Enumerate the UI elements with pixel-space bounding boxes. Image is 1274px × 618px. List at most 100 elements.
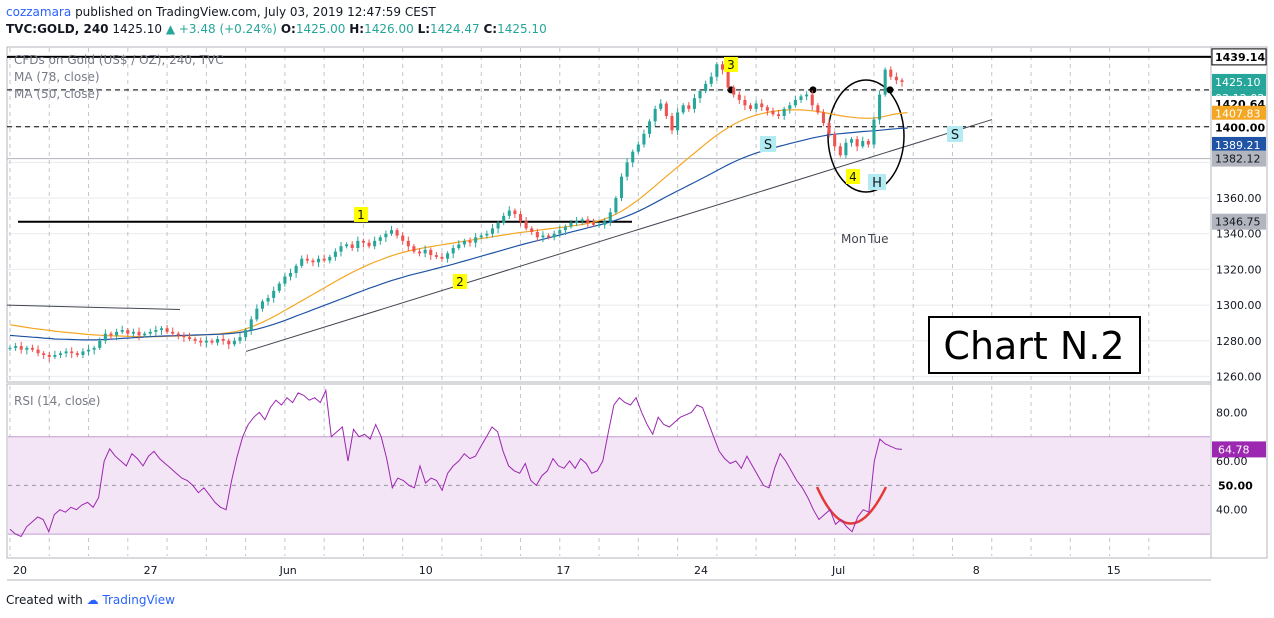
candle-body bbox=[866, 140, 870, 145]
candle-body bbox=[137, 331, 141, 336]
candle-body bbox=[524, 221, 528, 229]
candle bbox=[350, 241, 354, 252]
author-link[interactable]: cozzamara bbox=[6, 5, 72, 19]
candle bbox=[204, 336, 208, 348]
drawings bbox=[6, 55, 1211, 525]
candle-body bbox=[36, 349, 40, 354]
wave-label-3: 3 bbox=[724, 57, 738, 72]
low-label: L: bbox=[417, 22, 431, 36]
candle-body bbox=[373, 240, 377, 247]
price-tag-bg bbox=[1212, 119, 1266, 136]
candle-body bbox=[603, 221, 607, 225]
candle bbox=[490, 224, 494, 238]
candle bbox=[502, 212, 506, 226]
candle bbox=[743, 95, 747, 111]
candle-body bbox=[490, 228, 494, 234]
candle bbox=[120, 325, 124, 334]
candle bbox=[468, 237, 472, 247]
candle-body bbox=[401, 235, 405, 241]
candle-body bbox=[19, 346, 23, 350]
candle-body bbox=[547, 235, 551, 238]
time-tick-label: 24 bbox=[694, 564, 708, 577]
rsi-line bbox=[9, 388, 903, 538]
price-tag: 1439.14 bbox=[1211, 48, 1267, 66]
candle bbox=[446, 251, 450, 263]
tradingview-brand[interactable]: TradingView bbox=[102, 593, 175, 607]
candle-body bbox=[47, 355, 51, 357]
candle-body bbox=[204, 340, 208, 343]
candle bbox=[345, 242, 349, 249]
candle-body bbox=[25, 347, 29, 350]
candle bbox=[507, 206, 511, 219]
candle-body bbox=[513, 210, 517, 215]
candle bbox=[294, 263, 298, 278]
candle-body bbox=[642, 133, 646, 145]
price-tag: 1382.12 bbox=[1212, 150, 1266, 167]
candle-body bbox=[799, 96, 803, 100]
candle-body bbox=[883, 69, 887, 95]
candle-body bbox=[569, 223, 573, 227]
candle bbox=[709, 72, 713, 87]
candle bbox=[378, 235, 382, 245]
last-price: 1425.10 bbox=[112, 22, 162, 36]
candle bbox=[115, 328, 119, 341]
candle bbox=[631, 149, 635, 168]
candle bbox=[70, 347, 74, 359]
candle-body bbox=[64, 351, 68, 354]
candle-body bbox=[530, 228, 534, 232]
candle bbox=[659, 99, 663, 112]
chart-note-text: Chart N.2 bbox=[943, 324, 1124, 368]
price-tag-text: 1389.21 bbox=[1215, 139, 1261, 152]
candle bbox=[272, 286, 276, 303]
candle-body bbox=[103, 333, 107, 341]
candle-body bbox=[614, 198, 618, 213]
candle bbox=[614, 195, 618, 215]
candle-body bbox=[159, 328, 164, 331]
candle bbox=[642, 129, 646, 148]
candle-body bbox=[389, 230, 394, 234]
candle-body bbox=[249, 319, 253, 331]
candle-body bbox=[171, 331, 175, 334]
time-tick-label: 27 bbox=[144, 564, 158, 577]
candle bbox=[154, 325, 158, 336]
rsi-tick-label: 80.00 bbox=[1216, 406, 1248, 419]
candle-body bbox=[322, 258, 326, 261]
candle-body bbox=[563, 226, 567, 231]
candle-body bbox=[715, 64, 719, 77]
price-tag: 1425.10 bbox=[1212, 73, 1266, 90]
candle bbox=[485, 230, 489, 239]
candle bbox=[148, 328, 152, 337]
chart-note-box: Chart N.2 bbox=[928, 316, 1141, 374]
candle-body bbox=[288, 272, 293, 277]
svg-text:3: 3 bbox=[727, 58, 735, 72]
candle bbox=[429, 247, 433, 260]
candle-body bbox=[176, 333, 180, 336]
candle bbox=[412, 244, 416, 254]
candle bbox=[737, 91, 741, 104]
candle bbox=[754, 100, 758, 112]
candle-body bbox=[597, 224, 601, 226]
candle-body bbox=[266, 297, 270, 302]
candle-body bbox=[210, 340, 214, 343]
candle bbox=[300, 255, 304, 268]
candle bbox=[838, 143, 842, 158]
candle bbox=[143, 331, 147, 338]
day-label-tue: Tue bbox=[867, 232, 889, 246]
candle bbox=[462, 238, 466, 248]
candle-body bbox=[849, 139, 854, 143]
time-tick-label: 8 bbox=[973, 564, 980, 577]
candle-body bbox=[260, 301, 264, 309]
candle-body bbox=[423, 249, 427, 254]
candle bbox=[53, 350, 57, 359]
price-tick-label: 1280.00 bbox=[1216, 335, 1262, 348]
candle-body bbox=[821, 112, 825, 124]
candle-body bbox=[75, 353, 79, 356]
candle-body bbox=[395, 230, 399, 236]
candle bbox=[552, 230, 556, 241]
candle bbox=[434, 251, 438, 260]
price-tick-label: 1320.00 bbox=[1216, 263, 1262, 276]
time-tick-label: Jul bbox=[831, 564, 845, 577]
candle bbox=[193, 336, 197, 344]
candle-body bbox=[844, 142, 848, 156]
